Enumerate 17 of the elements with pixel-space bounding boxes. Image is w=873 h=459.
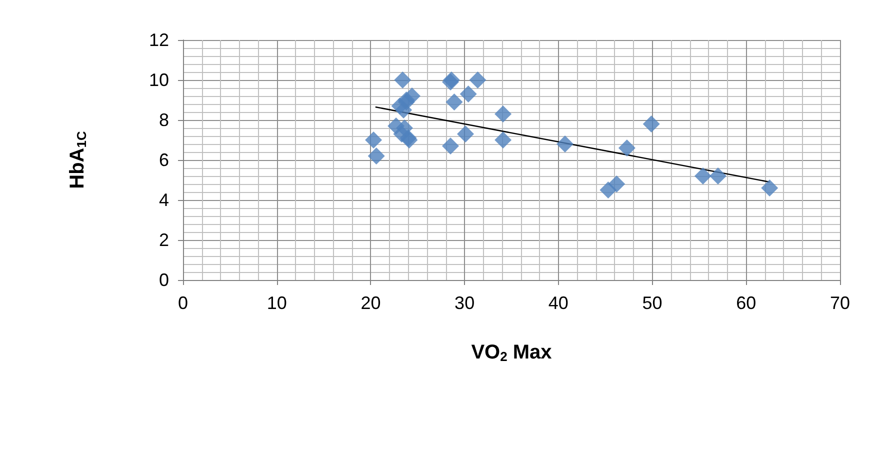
y-tick-label: 2 bbox=[158, 230, 169, 250]
x-tick-label: 10 bbox=[266, 293, 287, 313]
y-tick-label: 12 bbox=[148, 30, 169, 50]
x-tick-label: 40 bbox=[548, 293, 568, 313]
x-tick-label: 50 bbox=[642, 293, 662, 313]
y-axis-title: HbA1C bbox=[66, 130, 89, 189]
x-tick-label: 30 bbox=[454, 293, 475, 313]
y-tick-label: 6 bbox=[158, 150, 169, 170]
x-axis-title: VO2 Max bbox=[471, 342, 552, 364]
y-tick-label: 10 bbox=[148, 70, 169, 90]
y-tick-label: 4 bbox=[158, 190, 169, 210]
x-tick-label: 20 bbox=[360, 293, 381, 313]
x-tick-label: 60 bbox=[736, 293, 756, 313]
y-tick-label: 0 bbox=[158, 270, 169, 290]
x-tick-label: 70 bbox=[830, 293, 850, 313]
x-tick-label: 0 bbox=[178, 293, 188, 313]
y-tick-label: 8 bbox=[158, 110, 169, 130]
